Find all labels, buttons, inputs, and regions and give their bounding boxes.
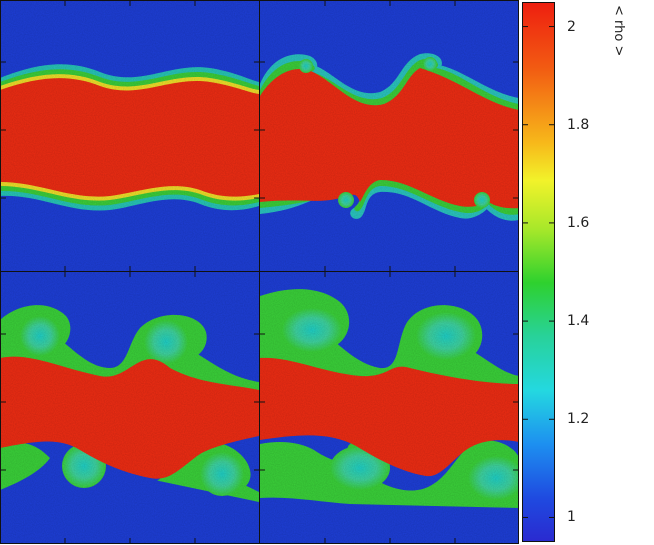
colorbar-tick-label: 1 (567, 509, 576, 526)
colorbar-tick-label: 2 (567, 18, 576, 35)
colorbar-label: < rho > (611, 5, 626, 57)
panel-ticks (0, 0, 519, 544)
colorbar-tick-label: 1.8 (567, 116, 590, 133)
colorbar-tick-label: 1.6 (567, 214, 590, 231)
density-panels (0, 0, 519, 544)
colorbar-tick-label: 1.4 (567, 313, 590, 330)
colorbar-label-container: < rho > (611, 5, 654, 85)
colorbar (522, 2, 555, 542)
colorbar-ticks (522, 26, 555, 518)
colorbar-tick-label: 1.2 (567, 411, 590, 428)
